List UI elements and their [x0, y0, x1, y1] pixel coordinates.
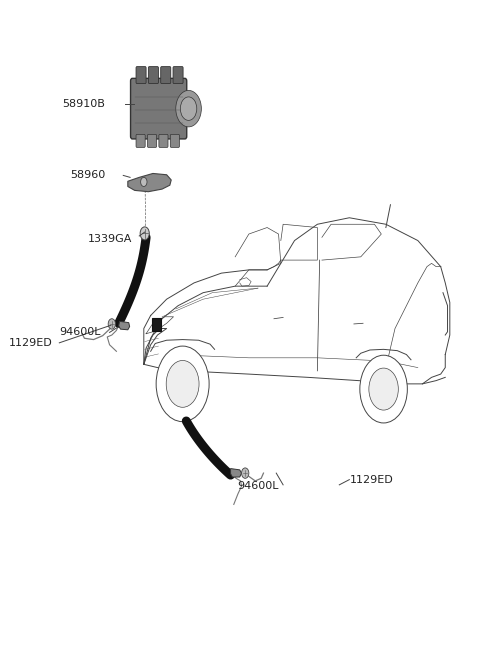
Polygon shape	[119, 321, 130, 330]
Circle shape	[180, 97, 197, 120]
FancyBboxPatch shape	[147, 135, 156, 147]
Polygon shape	[128, 173, 171, 192]
Circle shape	[141, 177, 147, 187]
Text: 58910B: 58910B	[62, 99, 105, 109]
Polygon shape	[230, 468, 241, 477]
Circle shape	[360, 355, 408, 423]
Circle shape	[241, 468, 249, 478]
Circle shape	[369, 368, 398, 410]
Text: 1339GA: 1339GA	[88, 234, 132, 244]
FancyBboxPatch shape	[131, 78, 187, 139]
Circle shape	[176, 91, 201, 127]
Text: 94600L: 94600L	[237, 481, 278, 491]
FancyBboxPatch shape	[173, 66, 183, 83]
Text: 1129ED: 1129ED	[9, 338, 52, 348]
FancyBboxPatch shape	[170, 135, 180, 147]
FancyBboxPatch shape	[148, 66, 158, 83]
Text: 58960: 58960	[70, 170, 105, 181]
FancyBboxPatch shape	[161, 66, 171, 83]
FancyBboxPatch shape	[152, 318, 161, 331]
Circle shape	[140, 227, 149, 240]
Circle shape	[166, 361, 199, 407]
Text: 1129ED: 1129ED	[349, 474, 393, 485]
Circle shape	[156, 346, 209, 422]
Text: 94600L: 94600L	[59, 327, 100, 338]
FancyBboxPatch shape	[159, 135, 168, 147]
FancyBboxPatch shape	[136, 66, 146, 83]
FancyBboxPatch shape	[136, 135, 145, 147]
Circle shape	[108, 319, 116, 329]
